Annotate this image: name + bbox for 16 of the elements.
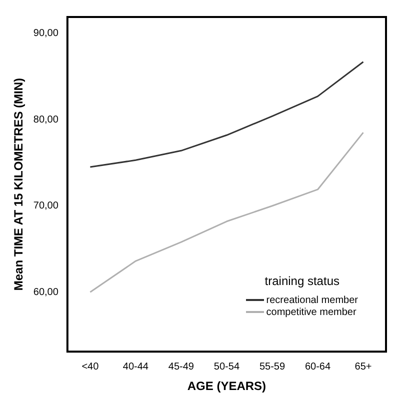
legend-label: competitive member [266,306,356,318]
x-tick-label: 50-54 [214,361,240,372]
x-tick-label: 65+ [354,361,372,372]
legend-title: training status [264,274,340,288]
x-axis-title: AGE (YEARS) [187,379,266,394]
x-tick-label: <40 [82,361,100,372]
y-tick-label: 80,00 [33,114,59,126]
x-tick-label: 60-64 [304,361,331,372]
y-tick-label: 60,00 [33,286,59,298]
y-tick-label: 90,00 [33,28,59,40]
x-tick-label: 45-49 [168,361,194,372]
y-tick-label: 70,00 [33,200,59,212]
y-axis-title: Mean TIME AT 15 KILOMETRES (MIN) [12,78,26,291]
x-tick-label: 40-44 [122,361,149,372]
x-tick-label: 55-59 [259,361,286,372]
legend-label: recreational member [266,294,358,306]
